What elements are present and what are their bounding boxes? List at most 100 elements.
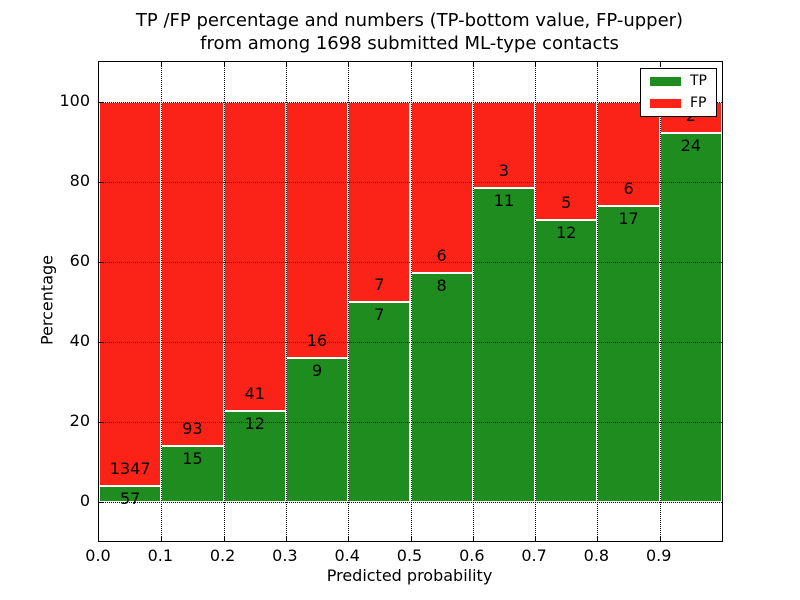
x-gridline — [285, 62, 287, 541]
chart-title-line1: TP /FP percentage and numbers (TP-bottom… — [135, 10, 684, 31]
y-axis-tick — [99, 342, 104, 343]
tp-count-label: 8 — [436, 276, 447, 296]
tp-bar-segment — [410, 273, 473, 502]
x-axis-tick-top — [472, 62, 474, 67]
y-tick-label: 100 — [59, 91, 90, 110]
legend-label-tp: TP — [690, 73, 707, 89]
x-tick-label: 0.3 — [272, 546, 298, 565]
x-gridline — [472, 62, 474, 541]
y-axis-tick — [99, 182, 104, 183]
x-axis-tick — [659, 536, 661, 541]
tp-bar-segment — [348, 302, 411, 502]
fp-bar-segment — [285, 102, 349, 358]
tp-bar-segment — [161, 446, 224, 502]
legend-entry-tp: TP — [650, 74, 707, 89]
x-tick-label: 0.4 — [334, 546, 360, 565]
fp-count-label: 5 — [561, 192, 572, 212]
fp-legend-swatch-icon — [650, 99, 681, 108]
plot-area: TP FP 134757931541121697768311512617224 — [98, 61, 723, 542]
y-gridline — [99, 262, 722, 263]
x-axis-tick-top — [410, 62, 412, 67]
legend-label-fp: FP — [690, 95, 707, 111]
x-axis-tick — [472, 536, 474, 541]
fp-bar-segment — [161, 102, 224, 447]
y-axis-tick — [99, 262, 104, 263]
x-axis-tick-top — [348, 62, 350, 67]
x-gridline — [223, 62, 225, 541]
x-gridline — [659, 62, 661, 541]
x-tick-label: 0.1 — [147, 546, 174, 565]
fp-bar-segment — [535, 102, 598, 220]
tp-count-label: 17 — [618, 209, 639, 229]
tp-bar-segment — [597, 206, 660, 502]
x-gridline — [535, 62, 537, 541]
tp-count-label: 9 — [311, 361, 323, 380]
x-axis-tick-top — [535, 62, 537, 67]
tp-legend-swatch-icon — [650, 77, 681, 86]
y-tick-label: 20 — [69, 411, 90, 430]
fp-bar-segment — [223, 102, 286, 412]
x-axis-tick — [285, 536, 287, 541]
tp-count-label: 12 — [244, 414, 265, 434]
x-gridline — [348, 62, 350, 541]
x-axis-tick-top — [161, 62, 163, 67]
x-axis-tick-top — [223, 62, 225, 67]
x-axis-tick — [161, 536, 163, 541]
legend-entry-fp: FP — [650, 96, 707, 111]
fp-count-label: 7 — [374, 275, 385, 294]
x-gridline — [410, 62, 412, 541]
fp-count-label: 3 — [498, 160, 510, 180]
chart-title: TP /FP percentage and numbers (TP-bottom… — [98, 9, 721, 55]
x-tick-label: 0.5 — [396, 546, 423, 565]
x-axis-tick-top — [597, 62, 599, 67]
tp-count-label: 24 — [680, 135, 702, 155]
tp-bar-segment — [285, 358, 349, 502]
x-axis-label: Predicted probability — [326, 566, 493, 585]
fp-count-label: 6 — [623, 179, 634, 199]
y-gridline — [99, 182, 722, 183]
fp-bar-segment — [99, 102, 162, 486]
x-tick-label: 0.9 — [645, 546, 672, 565]
x-axis-tick — [410, 536, 412, 541]
x-gridline — [597, 62, 599, 541]
x-tick-label: 0.0 — [85, 546, 111, 565]
x-axis-tick — [348, 536, 350, 541]
fp-count-label: 6 — [436, 246, 447, 266]
x-axis-tick-top — [659, 62, 661, 67]
tp-count-label: 57 — [119, 488, 141, 508]
legend: TP FP — [640, 68, 717, 117]
y-tick-label: 40 — [69, 331, 90, 350]
fp-count-label: 16 — [306, 331, 328, 350]
tp-count-label: 11 — [493, 190, 515, 210]
fp-count-label: 41 — [244, 384, 265, 404]
y-gridline — [99, 422, 722, 423]
y-tick-label: 0 — [79, 491, 90, 510]
tp-count-label: 15 — [182, 449, 203, 469]
x-tick-label: 0.2 — [209, 546, 236, 565]
y-tick-label: 60 — [69, 251, 90, 270]
fp-bar-segment — [348, 102, 411, 302]
tp-bar-segment — [659, 132, 722, 502]
fp-count-label: 93 — [182, 419, 203, 439]
x-axis-tick-top — [285, 62, 287, 67]
x-tick-label: 0.8 — [583, 546, 610, 565]
tp-bar-segment — [223, 411, 286, 502]
fp-count-label: 1347 — [109, 458, 151, 478]
x-axis-tick — [535, 536, 537, 541]
y-gridline — [99, 102, 722, 103]
y-tick-label: 80 — [69, 171, 90, 190]
x-axis-tick — [597, 536, 599, 541]
tp-count-label: 12 — [556, 222, 577, 242]
chart-title-line2: from among 1698 submitted ML-type contac… — [200, 33, 619, 54]
x-tick-label: 0.6 — [459, 546, 485, 565]
x-axis-tick — [223, 536, 225, 541]
y-axis-tick — [99, 502, 104, 503]
y-gridline — [99, 342, 722, 343]
y-axis-tick — [99, 102, 104, 103]
x-tick-label: 0.7 — [521, 546, 547, 565]
x-gridline — [161, 62, 163, 541]
y-gridline — [99, 502, 722, 503]
tp-bar-segment — [99, 485, 162, 502]
tp-bar-segment — [472, 187, 536, 502]
